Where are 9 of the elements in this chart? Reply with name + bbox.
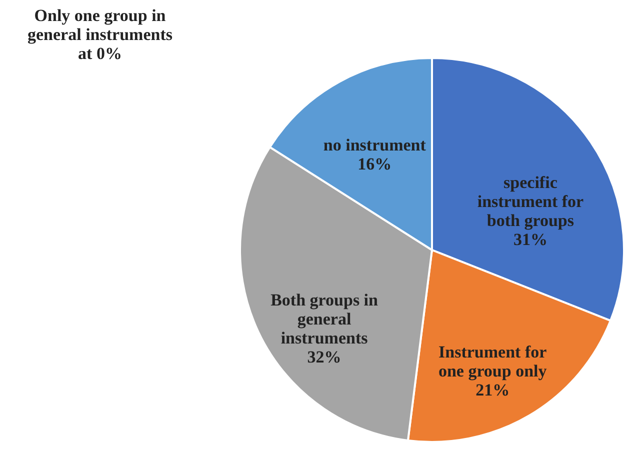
data-label: 32% bbox=[307, 348, 342, 367]
slice-label: specific instrument for both groups bbox=[477, 173, 584, 230]
data-label: 21% bbox=[476, 380, 510, 400]
slice-label: no instrument bbox=[323, 136, 426, 155]
data-label: 16% bbox=[358, 154, 392, 174]
slice-label: Both groups in general instruments bbox=[270, 290, 379, 348]
slice-label: Instrument for one group only bbox=[438, 342, 548, 380]
data-label: 31% bbox=[513, 230, 548, 250]
text: at 0% bbox=[78, 44, 122, 63]
